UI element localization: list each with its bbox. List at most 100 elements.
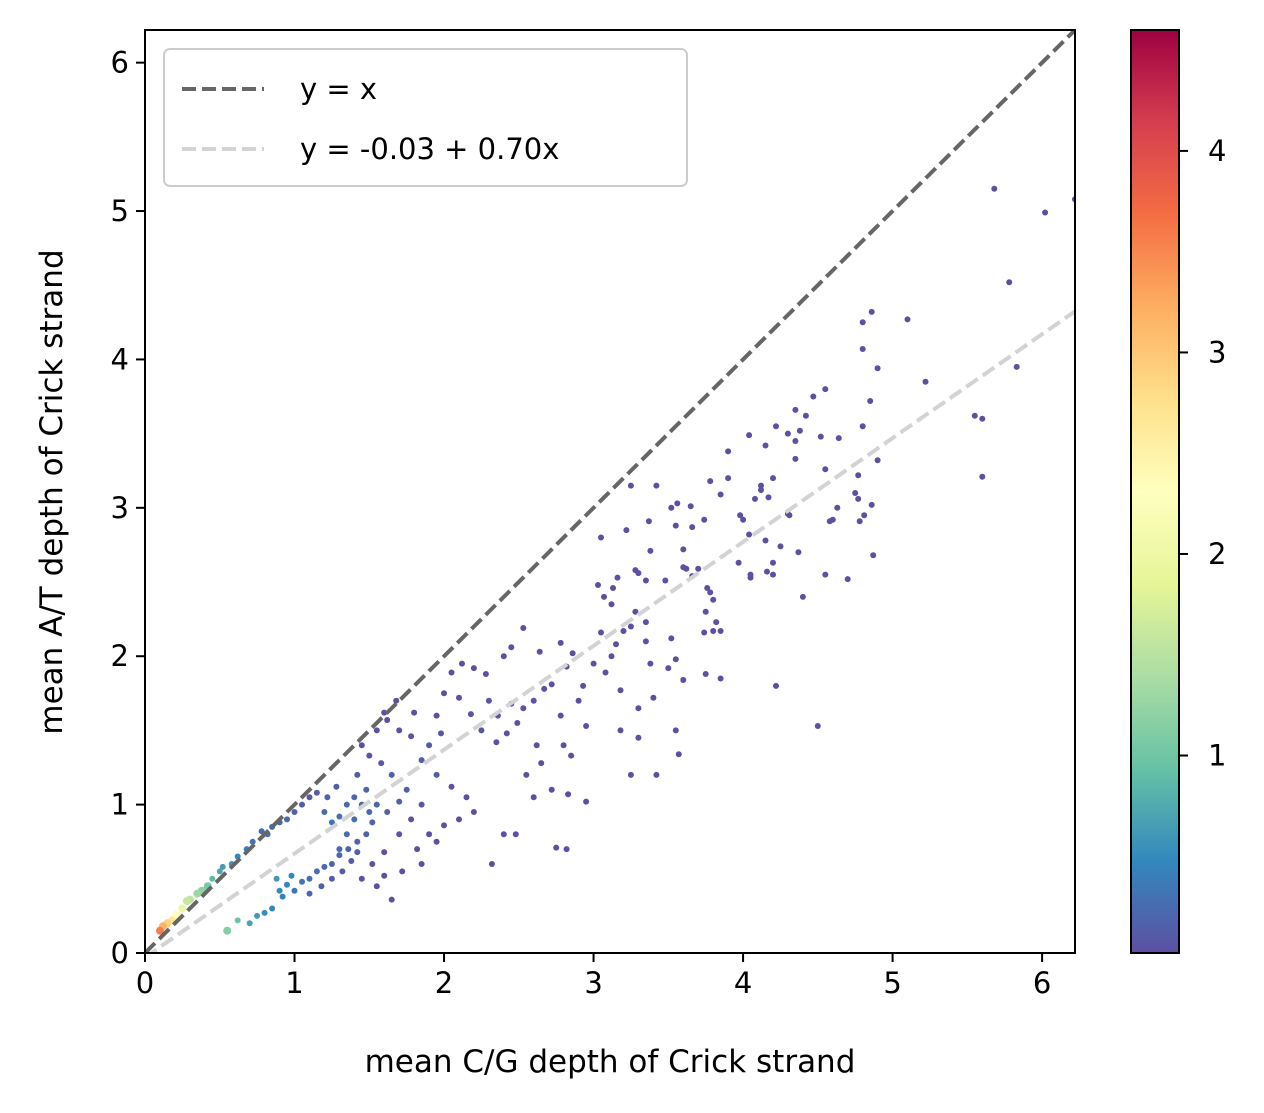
colorbar-tick-label: 2 [1208,537,1226,571]
scatter-point [381,872,388,879]
scatter-point [707,478,714,485]
scatter-point [777,543,784,550]
scatter-point [358,742,365,749]
scatter-point [299,801,305,808]
scatter-point [366,752,373,759]
legend: y = x y = -0.03 + 0.70x [163,48,688,187]
y-axis-ticks: 0 1 2 3 4 5 6 [111,46,145,970]
scatter-point [870,552,877,559]
scatter-point [826,518,833,525]
scatter-point [653,482,660,489]
scatter-point [642,577,649,584]
scatter-point [704,585,711,591]
scatter-point [467,711,474,718]
scatter-point [680,546,687,553]
scatter-point [764,568,770,575]
scatter-point [411,709,418,716]
scatter-point [426,742,433,749]
scatter-point [403,786,410,793]
scatter-point [675,751,682,758]
scatter-point [635,705,642,712]
colorbar-tick-label: 3 [1208,335,1226,369]
colorbar-tick-label: 1 [1208,739,1226,773]
scatter-point [814,723,821,729]
scatter-point [770,475,776,482]
scatter-point [354,849,361,856]
scatter-point [665,665,672,672]
scatter-point [701,516,708,523]
scatter-point [695,565,702,572]
scatter-point [553,844,560,851]
scatter-point [381,709,388,716]
scatter-point [792,438,799,444]
x-axis-ticks: 0 1 2 3 4 5 6 [136,953,1051,1000]
scatter-point [702,608,709,615]
scatter-point [702,671,709,677]
scatter-point [569,650,576,657]
scatter-point [333,783,340,790]
scatter-point [868,501,875,508]
scatter-point [520,625,527,631]
scatter-point [306,890,313,897]
scatter-point [336,852,343,859]
scatter-point [859,423,866,430]
scatter-point [834,504,841,511]
scatter-point [632,608,639,615]
scatter-point [343,831,350,838]
scatter-point [874,457,881,464]
x-tick-label: 2 [435,966,453,1000]
scatter-point [792,455,799,462]
scatter-point [707,589,714,596]
scatter-point [642,638,649,645]
x-tick-label: 4 [734,966,752,1000]
scatter-point [336,813,343,820]
scatter-point [601,593,607,600]
x-tick-label: 3 [584,966,602,1000]
scatter-point [1042,209,1049,216]
scatter-point [680,677,687,683]
scatter-point [608,601,615,608]
x-tick-label: 5 [883,966,901,1000]
scatter-point [463,794,470,801]
scatter-point [740,516,747,523]
scatter-point [580,682,587,689]
scatter-point [799,593,806,600]
scatter-point [1006,279,1013,286]
x-tick-label: 0 [136,966,154,1000]
scatter-point [408,816,415,823]
scatter-point [867,398,874,404]
scatter-point [381,849,388,856]
y-axis-title: mean A/T depth of Crick strand [34,249,70,734]
scatter-point [598,534,604,541]
scatter-point [560,742,567,749]
scatter-point [642,619,649,626]
scatter-point [583,798,590,805]
scatter-point [384,809,391,815]
scatter-point [687,503,694,510]
scatter-point [448,669,455,676]
scatter-point [822,571,829,578]
scatter-point [635,734,642,741]
scatter-point [438,730,444,737]
scatter-point [817,433,824,440]
scatter-point [414,846,421,853]
legend-label-fit-line: y = -0.03 + 0.70x [300,132,559,166]
scatter-point [254,912,261,919]
scatter-point [590,660,597,667]
scatter-point [366,809,373,815]
scatter-point [773,682,779,689]
scatter-point [276,887,283,894]
x-tick-label: 1 [285,966,303,1000]
scatter-point [770,559,776,566]
scatter-point [683,565,690,572]
scatter-point [373,883,380,890]
scatter-point [557,639,564,646]
scatter-point [448,783,455,790]
y-tick-label: 5 [111,194,129,228]
scatter-point [219,863,226,870]
scatter-point [433,771,440,778]
scatter-point [321,809,328,815]
scatter-point [859,319,866,326]
scatter-point [324,794,331,801]
